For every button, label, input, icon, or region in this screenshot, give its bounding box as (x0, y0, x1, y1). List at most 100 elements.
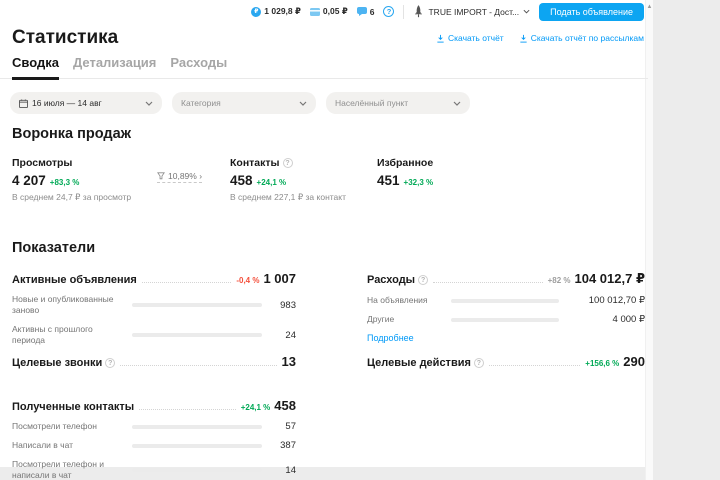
bar-label: Активны с прошлого периода (12, 324, 93, 346)
favorites-stat: Избранное 451 +32,3 % (377, 157, 433, 188)
bar-value: 14 (285, 464, 296, 476)
contacts-change: +24,1 % (256, 178, 287, 187)
received-contacts-value: 458 (274, 398, 296, 413)
contacts-help-icon[interactable]: ? (282, 158, 293, 168)
profile-name: TRUE IMPORT - Дост... (428, 6, 520, 17)
expenses-title: Расходы (367, 274, 416, 286)
target-calls-title: Целевые звонки (12, 357, 103, 369)
date-range-value: 16 июля — 14 авг (32, 98, 102, 108)
favorites-label: Избранное (377, 157, 434, 169)
bar-row: Посмотрели телефон и написали в чат 14 (12, 459, 296, 480)
dotted-leader (120, 357, 277, 366)
bar-label: Посмотрели телефон и написали в чат (12, 459, 105, 480)
views-stat: Просмотры 4 207 +83,3 % В среднем 24,7 ₽… (12, 157, 131, 203)
tab-summary[interactable]: Сводка (12, 55, 59, 80)
download-links: Скачать отчёт Скачать отчёт по рассылкам (436, 33, 644, 43)
bar-row: Активны с прошлого периода 24 (12, 324, 296, 346)
target-calls-help-icon[interactable]: ? (105, 358, 116, 368)
category-filter[interactable]: Категория (172, 92, 316, 114)
bar-track (132, 303, 262, 308)
contacts-stat: Контакты ? 458 +24,1 % В среднем 227,1 ₽… (230, 157, 346, 203)
target-calls-value: 13 (281, 354, 296, 369)
bar-label: Посмотрели телефон (12, 421, 97, 431)
bar-row: Новые и опубликованные заново 983 (12, 294, 296, 316)
bar-value: 57 (285, 421, 296, 433)
date-range-filter[interactable]: 16 июля — 14 авг (10, 92, 162, 114)
bar-value: 100 012,70 ₽ (588, 295, 645, 307)
page-background-right (653, 0, 720, 480)
views-value: 4 207 (12, 173, 46, 188)
expenses-help-icon[interactable]: ? (418, 275, 429, 285)
target-actions-help-icon[interactable]: ? (473, 358, 484, 368)
wallet-balance-value: 1 029,8 ₽ (264, 6, 301, 16)
bar-row: Посмотрели телефон 57 (12, 421, 296, 432)
wallet-balance[interactable]: ₽ 1 029,8 ₽ (251, 6, 301, 17)
funnel-section-title: Воронка продаж (12, 126, 131, 142)
post-ad-button[interactable]: Подать объявление (539, 2, 644, 21)
bar-row: Написали в чат 387 (12, 440, 296, 451)
views-change: +83,3 % (49, 178, 80, 187)
chevron-down-icon (523, 9, 530, 14)
bar-label: Написали в чат (12, 440, 74, 451)
help-icon[interactable]: ? (383, 6, 395, 17)
topbar: ₽ 1 029,8 ₽ 0,05 ₽ 6 ? TRUE IMPORT - Дос… (251, 0, 644, 23)
wallet-icon: ₽ (251, 6, 262, 17)
bar-track (132, 424, 262, 429)
profile-menu[interactable]: TRUE IMPORT - Дост... (413, 5, 530, 18)
contacts-label: Контакты (230, 157, 280, 169)
received-contacts-card: Полученные контакты +24,1 % 458 Посмотре… (12, 398, 296, 480)
active-ads-card: Активные объявления -0,4 % 1 007 Новые и… (12, 271, 296, 346)
favorites-change: +32,3 % (403, 178, 434, 187)
chevron-down-icon (453, 101, 461, 106)
location-filter[interactable]: Населённый пункт (326, 92, 470, 114)
location-placeholder: Населённый пункт (335, 98, 409, 108)
chevron-down-icon (299, 101, 307, 106)
category-placeholder: Категория (181, 98, 221, 108)
conversion-value: 10,89% › (168, 171, 203, 181)
bar-track (132, 333, 262, 338)
views-to-contacts-conversion[interactable]: 10,89% › (157, 171, 203, 183)
dotted-leader (141, 274, 232, 283)
bar-track (451, 298, 559, 303)
target-actions-value: 290 (623, 354, 645, 369)
views-note: В среднем 24,7 ₽ за просмотр (12, 192, 132, 202)
expenses-more-link[interactable]: Подробнее (367, 333, 414, 344)
download-report-label: Скачать отчёт (447, 33, 504, 43)
bonus-balance[interactable]: 0,05 ₽ (309, 6, 348, 17)
target-actions-card: Целевые действия ? +156,6 % 290 (367, 354, 645, 369)
download-icon (437, 34, 444, 43)
bar-label: Новые и опубликованные заново (12, 294, 114, 316)
chevron-down-icon (145, 101, 153, 106)
bar-value: 983 (280, 299, 296, 311)
bar-value: 4 000 ₽ (612, 314, 645, 326)
vertical-scrollbar[interactable] (645, 0, 653, 480)
messages[interactable]: 6 (356, 6, 375, 17)
dotted-leader (433, 274, 543, 283)
download-report-link[interactable]: Скачать отчёт (436, 33, 504, 43)
tab-details[interactable]: Детализация (72, 55, 157, 70)
card-icon (309, 7, 320, 16)
bar-label: Другие (367, 314, 395, 325)
bar-track (132, 443, 262, 448)
indicators-section-title: Показатели (12, 240, 96, 256)
bar-track (451, 317, 559, 322)
expenses-change: +82 % (547, 276, 571, 285)
scrollbar-up-arrow[interactable]: ▲ (646, 4, 653, 10)
bar-row: На объявления 100 012,70 ₽ (367, 295, 645, 306)
bar-row: Другие 4 000 ₽ (367, 314, 645, 325)
tab-expenses[interactable]: Расходы (170, 55, 228, 70)
messages-count: 6 (369, 6, 375, 17)
bar-track (132, 468, 262, 473)
funnel-icon (157, 172, 165, 180)
filter-bar: 16 июля — 14 авг Категория Населённый пу… (10, 92, 470, 114)
received-contacts-title: Полученные контакты (12, 401, 135, 413)
bar-value: 24 (285, 329, 296, 341)
tab-bar: Сводка Детализация Расходы (0, 55, 648, 80)
chat-icon (356, 7, 367, 16)
download-mailing-report-link[interactable]: Скачать отчёт по рассылкам (519, 33, 644, 43)
bar-label: На объявления (367, 295, 428, 305)
download-icon (520, 34, 527, 43)
bonus-balance-value: 0,05 ₽ (322, 6, 348, 16)
profile-avatar-icon (415, 5, 423, 18)
